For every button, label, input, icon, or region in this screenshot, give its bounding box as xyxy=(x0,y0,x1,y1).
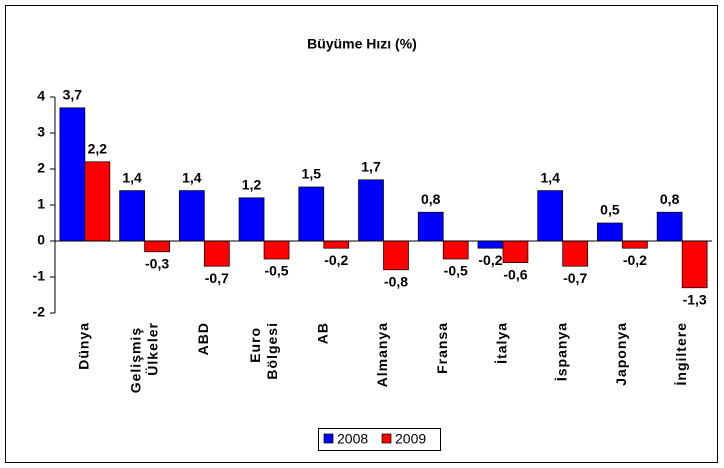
y-tick-label: 4 xyxy=(37,88,45,104)
value-label: 1,2 xyxy=(242,177,262,193)
bar xyxy=(203,240,230,267)
y-tick-label: 1 xyxy=(37,196,45,212)
bar xyxy=(144,240,170,253)
legend: 2008 2009 xyxy=(318,428,441,451)
x-tick-label: Fransa xyxy=(434,322,450,374)
x-tick-label: Euro Bölgesi xyxy=(247,322,280,380)
value-label: 3,7 xyxy=(63,87,83,103)
bar xyxy=(622,240,648,249)
value-label: 1,4 xyxy=(122,169,142,185)
bar xyxy=(383,240,409,271)
bar xyxy=(178,190,205,242)
value-label: -0,2 xyxy=(324,252,348,268)
value-label: -0,8 xyxy=(384,274,408,290)
x-tick-label: İngiltere xyxy=(673,322,689,385)
value-label: 1,4 xyxy=(182,169,202,185)
value-label: -0,7 xyxy=(205,270,229,286)
bar xyxy=(84,161,111,242)
value-label: -0,5 xyxy=(264,263,288,279)
bar xyxy=(417,211,444,242)
bar xyxy=(442,240,469,260)
value-label: 1,4 xyxy=(540,169,560,185)
value-label: 1,5 xyxy=(302,166,322,182)
bar xyxy=(502,240,529,263)
value-label: -1,3 xyxy=(683,292,707,308)
bar xyxy=(562,240,589,267)
bar xyxy=(323,240,350,249)
y-tick-label: 2 xyxy=(37,160,45,176)
value-label: -0,2 xyxy=(478,252,502,268)
legend-box xyxy=(318,428,441,451)
value-label: 0,8 xyxy=(421,191,441,207)
bar xyxy=(238,197,265,242)
value-label: -0,6 xyxy=(503,266,527,282)
legend-label: 2009 xyxy=(395,431,426,447)
x-tick-label: Gelişmiş Ülkeler xyxy=(127,322,160,393)
value-label: -0,7 xyxy=(563,270,587,286)
bar xyxy=(119,190,145,242)
bar xyxy=(681,240,708,289)
bar xyxy=(477,240,504,249)
bar xyxy=(263,240,290,260)
x-tick-label: İtalya xyxy=(494,322,510,364)
x-tick-label: ABD xyxy=(195,322,211,355)
value-label: -0,3 xyxy=(145,256,169,272)
value-label: -0,5 xyxy=(444,263,468,279)
legend-label: 2008 xyxy=(337,431,368,447)
value-label: -0,2 xyxy=(623,252,647,268)
x-tick-label: Almanya xyxy=(374,322,390,387)
value-label: 2,2 xyxy=(88,141,108,157)
value-label: 0,5 xyxy=(600,202,620,218)
bar xyxy=(656,211,683,242)
value-label: 0,8 xyxy=(660,191,680,207)
x-tick-label: İspanya xyxy=(553,322,569,381)
bar xyxy=(298,186,325,242)
bar xyxy=(59,107,86,242)
legend-swatch xyxy=(323,433,334,444)
bar xyxy=(537,190,564,242)
value-label: 1,7 xyxy=(361,159,381,175)
x-tick-label: AB xyxy=(314,322,330,344)
y-tick-label: 0 xyxy=(37,232,45,248)
legend-swatch xyxy=(381,433,392,444)
x-tick-label: Japonya xyxy=(613,322,629,386)
y-tick-label: -2 xyxy=(33,304,46,320)
y-tick-label: -1 xyxy=(33,268,46,284)
y-tick-label: 3 xyxy=(37,124,45,140)
bar xyxy=(358,179,384,242)
x-tick-label: Dünya xyxy=(76,322,92,370)
bar xyxy=(597,222,623,242)
chart-title: Büyüme Hızı (%) xyxy=(307,36,417,52)
